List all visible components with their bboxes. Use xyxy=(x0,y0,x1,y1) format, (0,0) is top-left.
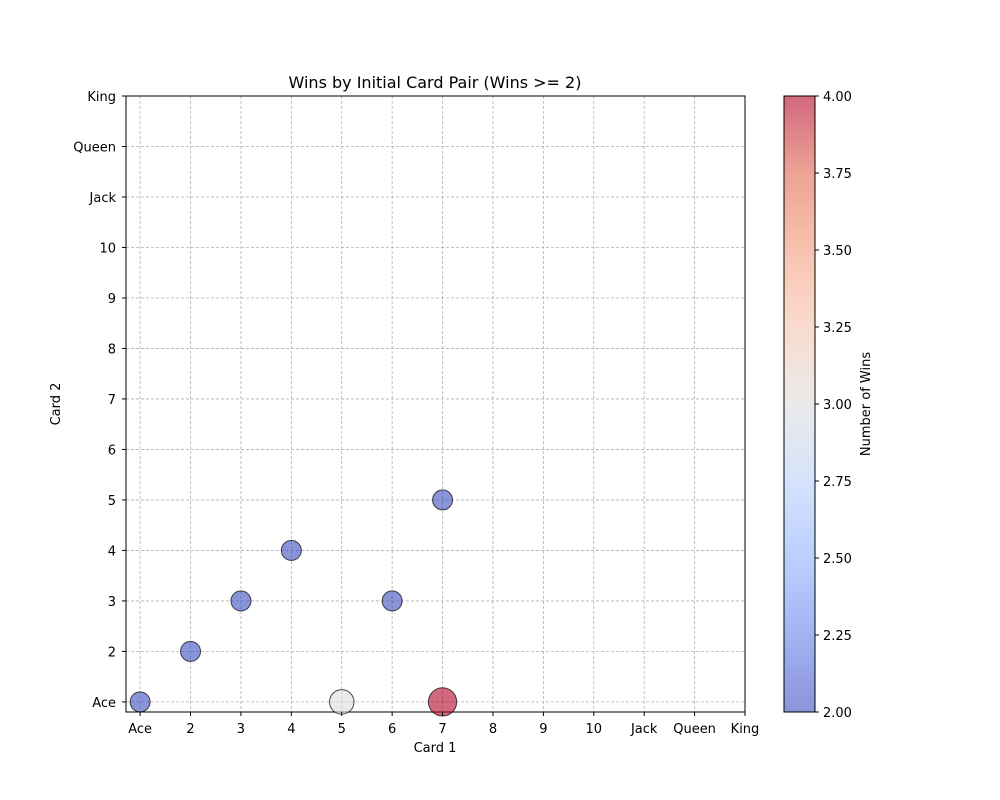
colorbar: 2.00 2.25 2.50 2.75 3.00 3.25 3.50 3.75 4.00 Num… xyxy=(783,90,874,721)
colorbar-tick-label: 3.00 xyxy=(823,398,852,413)
colorbar-tick-label: 2.50 xyxy=(823,552,852,567)
x-tick-label: 6 xyxy=(388,722,396,737)
y-axis-title: Card 2 xyxy=(49,383,64,426)
x-tick-label: 7 xyxy=(438,722,446,737)
y-tick-label: 6 xyxy=(108,443,116,458)
data-point xyxy=(129,691,151,713)
x-tick-label: 5 xyxy=(338,722,346,737)
y-tick-label: King xyxy=(87,90,116,105)
y-axis-ticks: Ace 2 3 4 5 6 7 8 9 10 Jack Queen King xyxy=(73,90,126,711)
data-point xyxy=(427,687,458,717)
data-point xyxy=(432,489,454,511)
x-tick-label: 8 xyxy=(489,722,497,737)
colorbar-label: Number of Wins xyxy=(859,352,874,456)
y-tick-label: 10 xyxy=(99,241,116,256)
colorbar-tick-label: 3.50 xyxy=(823,244,852,259)
x-tick-label: 4 xyxy=(287,722,295,737)
x-tick-label: 2 xyxy=(186,722,194,737)
x-tick-label: 9 xyxy=(539,722,547,737)
data-point xyxy=(381,590,403,612)
y-tick-label: 8 xyxy=(108,342,116,357)
x-axis-title: Card 1 xyxy=(414,741,457,756)
colorbar-tick-label: 3.75 xyxy=(823,167,852,182)
colorbar-gradient xyxy=(783,95,816,713)
colorbar-tick-label: 2.00 xyxy=(823,706,852,721)
x-axis-ticks: Ace 2 3 4 5 6 7 8 9 10 Jack Queen King xyxy=(128,712,759,737)
x-tick-label: Ace xyxy=(128,722,152,737)
colorbar-tick-label: 2.25 xyxy=(823,629,852,644)
data-point xyxy=(180,640,202,662)
plot-area-frame xyxy=(125,95,746,713)
x-tick-label: Jack xyxy=(630,722,658,737)
colorbar-tick-label: 2.75 xyxy=(823,475,852,490)
colorbar-ticks: 2.00 2.25 2.50 2.75 3.00 3.25 3.50 3.75 4.00 xyxy=(815,90,852,721)
y-tick-label: 5 xyxy=(108,494,116,509)
data-point xyxy=(280,539,302,561)
data-point xyxy=(230,590,252,612)
x-tick-label: 3 xyxy=(237,722,245,737)
x-tick-label: King xyxy=(731,722,760,737)
y-tick-label: Jack xyxy=(89,191,117,206)
grid-lines xyxy=(126,95,746,712)
x-tick-label: 10 xyxy=(586,722,603,737)
y-tick-label: 2 xyxy=(108,645,116,660)
y-tick-label: 7 xyxy=(108,393,116,408)
colorbar-tick-label: 3.25 xyxy=(823,321,852,336)
y-tick-label: 4 xyxy=(108,544,116,559)
x-tick-label: Queen xyxy=(673,722,716,737)
colorbar-tick-label: 4.00 xyxy=(823,90,852,105)
y-tick-label: Ace xyxy=(92,696,116,711)
y-tick-label: Queen xyxy=(73,140,116,155)
y-tick-label: 9 xyxy=(108,292,116,307)
chart-title: Wins by Initial Card Pair (Wins >= 2) xyxy=(289,73,582,92)
data-point xyxy=(328,689,355,715)
data-points xyxy=(129,489,458,717)
y-tick-label: 3 xyxy=(108,595,116,610)
